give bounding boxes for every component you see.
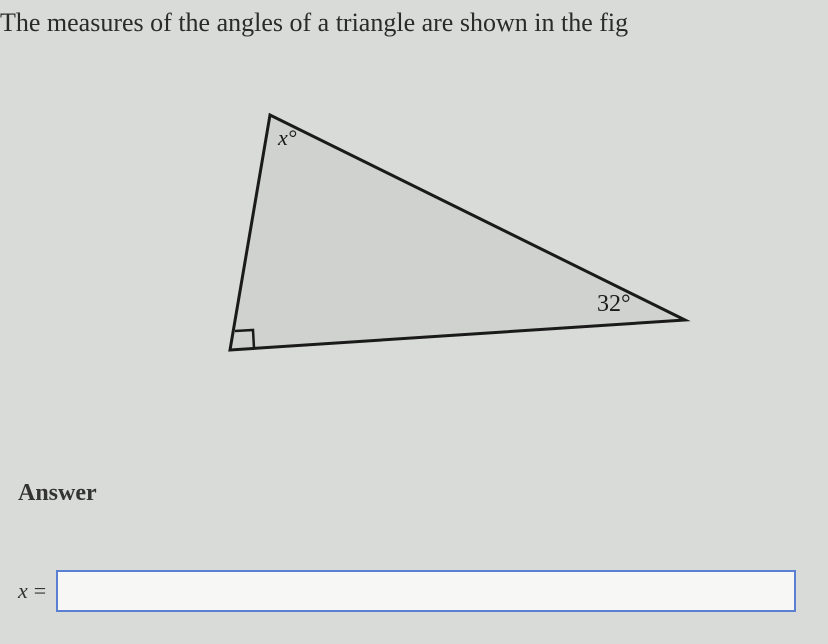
triangle-svg: x° 32° xyxy=(165,95,705,385)
angle-label-top: x° xyxy=(277,125,297,150)
answer-equals: = xyxy=(34,578,46,604)
answer-variable: x xyxy=(18,578,28,604)
answer-row: x = xyxy=(18,570,796,612)
question-text: The measures of the angles of a triangle… xyxy=(0,8,628,38)
answer-heading: Answer xyxy=(18,480,97,507)
answer-input[interactable] xyxy=(56,570,796,612)
angle-label-right: 32° xyxy=(597,291,631,317)
triangle-figure: x° 32° xyxy=(165,95,705,385)
